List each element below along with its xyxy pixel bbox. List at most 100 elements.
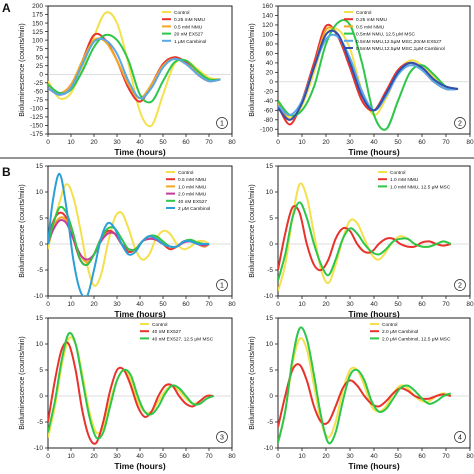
panel-number: 4 xyxy=(458,435,462,442)
y-tick-label: 10 xyxy=(36,341,44,348)
x-tick-label: 80 xyxy=(466,139,474,146)
series-line-6 xyxy=(48,172,209,296)
panel-number: 2 xyxy=(458,283,462,290)
x-tick-label: 10 xyxy=(298,453,306,460)
plot-frame xyxy=(47,5,233,135)
y-tick-label: -150 xyxy=(30,123,43,130)
x-tick-label: 0 xyxy=(46,139,50,146)
y-tick-label: -5 xyxy=(267,419,273,426)
panel-number-badge xyxy=(216,279,228,291)
y-tick-label: 10 xyxy=(266,189,274,196)
y-axis-label: Bioluminescence (counts/min) xyxy=(249,184,256,277)
series-line-3 xyxy=(278,201,452,281)
y-tick-label: 5 xyxy=(39,367,43,374)
x-tick-label: 10 xyxy=(298,139,306,146)
y-tick-label: -175 xyxy=(30,131,43,138)
y-tick-label: 150 xyxy=(32,20,43,27)
x-tick-label: 30 xyxy=(113,453,121,460)
y-tick-label: -75 xyxy=(34,97,44,104)
y-tick-label: -10 xyxy=(264,293,274,300)
panel-number-badge xyxy=(454,117,466,129)
x-tick-label: 70 xyxy=(205,301,213,308)
y-tick-label: -100 xyxy=(30,106,43,113)
panel-number: 1 xyxy=(220,121,224,128)
panel-number-badge xyxy=(454,431,466,443)
x-tick-label: 20 xyxy=(322,139,330,146)
y-tick-label: 15 xyxy=(266,315,274,322)
y-axis-label: Bioluminescence (counts/min) xyxy=(19,184,26,277)
legend-entry: Control xyxy=(174,10,189,16)
series-line-1 xyxy=(48,183,210,287)
x-axis-label: Time (hours) xyxy=(348,147,399,157)
y-tick-label: -80 xyxy=(264,117,274,124)
x-tick-label: 60 xyxy=(418,139,426,146)
y-tick-label: -125 xyxy=(30,114,43,121)
x-tick-label: 10 xyxy=(67,453,75,460)
y-axis-label: Bioluminescence (counts/min) xyxy=(249,336,256,429)
y-tick-label: 125 xyxy=(32,29,43,36)
x-tick-label: 70 xyxy=(442,301,450,308)
x-axis-label: Time (hours) xyxy=(114,461,165,471)
x-tick-label: 60 xyxy=(182,139,190,146)
x-tick-label: 50 xyxy=(159,139,167,146)
y-tick-label: 50 xyxy=(36,54,44,61)
x-tick-label: 30 xyxy=(346,453,354,460)
x-axis-label: Time (hours) xyxy=(348,309,399,319)
x-tick-label: 10 xyxy=(67,301,75,308)
y-tick-label: 200 xyxy=(32,3,43,10)
x-tick-label: 0 xyxy=(46,453,50,460)
y-tick-label: 5 xyxy=(269,367,273,374)
y-tick-label: 10 xyxy=(36,189,44,196)
series-line-1 xyxy=(278,337,452,444)
legend-entry: 40 nM EX527, 12.5 μM MSC xyxy=(152,336,214,342)
y-tick-label: -10 xyxy=(264,445,274,452)
chart-panel-6: -10 -5 0 5 10 15 0 10 20 30 40 50 60 70 80 Time (hours)… xyxy=(249,315,474,471)
chart-panel-2: -100 -80 -60 -40 -20 0 20 40 60 80 100 120 140 160 0 10… xyxy=(249,3,474,157)
x-tick-label: 60 xyxy=(418,453,426,460)
x-tick-label: 0 xyxy=(276,453,280,460)
x-tick-label: 70 xyxy=(205,453,213,460)
x-tick-label: 40 xyxy=(370,139,378,146)
y-tick-label: -20 xyxy=(264,89,274,96)
x-tick-label: 0 xyxy=(276,139,280,146)
x-tick-label: 40 xyxy=(136,301,144,308)
x-tick-label: 30 xyxy=(346,301,354,308)
x-tick-label: 10 xyxy=(298,301,306,308)
y-tick-label: 15 xyxy=(36,163,44,170)
legend-entry: 0.5mM NMU,12.5μM MSC,20nM EX527 xyxy=(356,39,442,45)
series-line-6 xyxy=(278,29,459,121)
x-tick-label: 50 xyxy=(159,301,167,308)
y-tick-label: -40 xyxy=(264,98,274,105)
y-tick-label: -25 xyxy=(34,80,44,87)
y-axis-label: Bioluminescence (counts/min) xyxy=(19,336,26,429)
plot-frame xyxy=(277,317,471,449)
series-line-2 xyxy=(48,341,214,445)
x-tick-label: 40 xyxy=(136,453,144,460)
y-tick-label: 5 xyxy=(269,215,273,222)
y-tick-label: 175 xyxy=(32,12,43,19)
legend-entry: Control xyxy=(152,322,167,328)
legend-entry: 0.5mM NMU,12.5μM MSC,1μM Cambinol xyxy=(356,46,445,52)
y-tick-label: 0 xyxy=(39,393,43,400)
x-tick-label: 70 xyxy=(205,139,213,146)
x-tick-label: 50 xyxy=(394,139,402,146)
legend-entry: 40 nM EX527 xyxy=(178,199,207,205)
x-tick-label: 0 xyxy=(46,301,50,308)
x-tick-label: 50 xyxy=(394,453,402,460)
series-line-5 xyxy=(48,37,221,100)
legend-entry: 1.0 mM NMU xyxy=(390,177,419,183)
legend-entry: 2 μM Cambinol xyxy=(178,206,210,212)
y-tick-label: 0 xyxy=(269,393,273,400)
panel-number-badge xyxy=(454,279,466,291)
panel-number: 3 xyxy=(220,435,224,442)
x-tick-label: 20 xyxy=(90,453,98,460)
x-tick-label: 80 xyxy=(228,139,236,146)
series-line-3 xyxy=(48,331,214,440)
legend-entry: Control xyxy=(382,322,397,328)
x-tick-label: 10 xyxy=(67,139,75,146)
y-tick-label: -5 xyxy=(37,419,43,426)
y-tick-label: -60 xyxy=(264,107,274,114)
x-tick-label: 20 xyxy=(322,301,330,308)
